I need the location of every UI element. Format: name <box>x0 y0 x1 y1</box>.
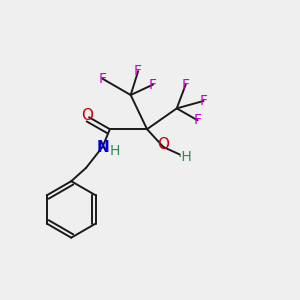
Text: F: F <box>200 94 208 108</box>
Text: O: O <box>158 136 169 152</box>
Text: F: F <box>182 78 190 92</box>
Text: H: H <box>109 144 119 158</box>
Text: N: N <box>97 140 110 155</box>
Text: ·H: ·H <box>178 150 192 164</box>
Text: F: F <box>134 64 142 78</box>
Text: F: F <box>194 113 202 127</box>
Text: F: F <box>149 78 157 92</box>
Text: O: O <box>82 108 94 123</box>
Text: F: F <box>98 72 106 86</box>
